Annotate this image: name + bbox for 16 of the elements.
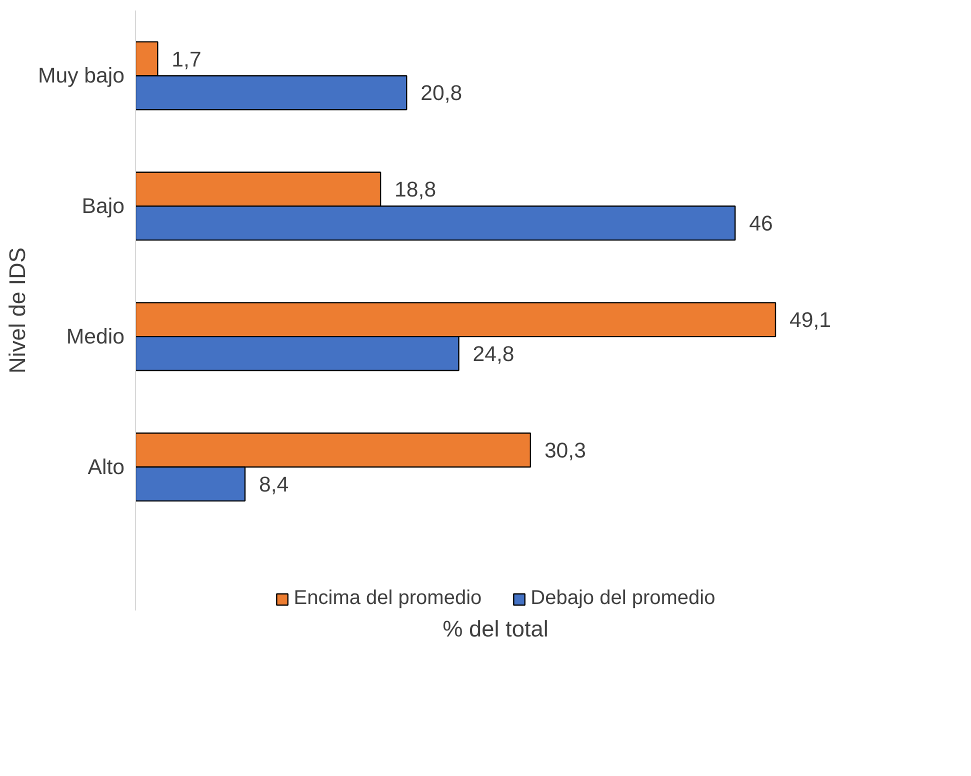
y-tick-label: Medio [66,324,125,349]
y-tick-label: Muy bajo [38,64,125,88]
data-label: 24,8 [472,342,514,366]
y-tick-label: Bajo [82,194,125,218]
data-label: 30,3 [544,438,586,463]
y-axis-title: Nivel de IDS [4,248,30,374]
data-label: 46 [749,212,773,236]
legend-label: Debajo del promedio [530,587,716,610]
x-axis-title: % del total [442,616,548,642]
data-label: 49,1 [790,308,832,332]
legend-label: Encima del promedio [294,587,482,610]
y-tick-label: Alto [88,455,125,480]
data-label: 18,8 [394,178,436,202]
data-label: 1,7 [172,47,202,72]
data-label: 20,8 [420,81,462,106]
data-label: 8,4 [258,472,289,496]
